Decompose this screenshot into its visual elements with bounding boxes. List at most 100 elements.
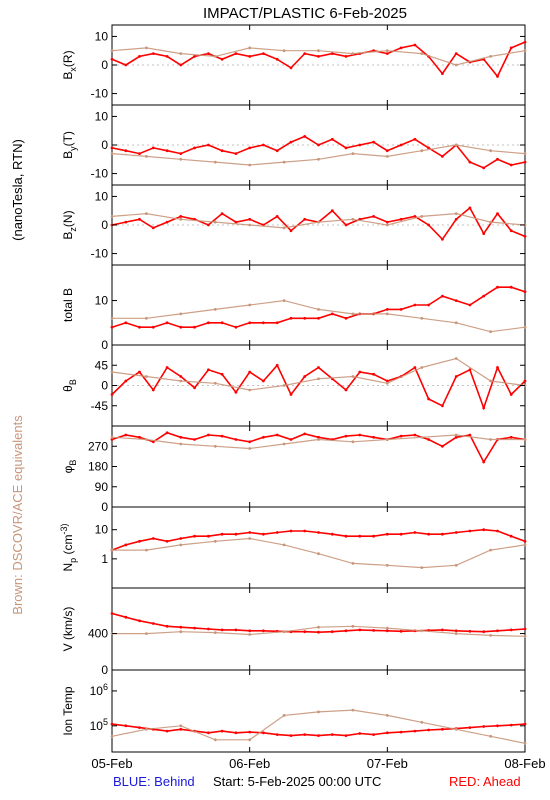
ahead-data-point — [441, 628, 444, 632]
ahead-data-point — [482, 630, 486, 634]
ahead-data-point — [441, 294, 444, 298]
ahead-data-point — [262, 379, 265, 383]
ace-data-point — [110, 215, 114, 218]
ahead-data-point — [399, 143, 403, 147]
ahead-data-point — [385, 149, 389, 153]
ace-data-point — [282, 543, 286, 547]
ahead-data-point — [454, 217, 458, 221]
y-axis-label: Np​ (cm-3)​ — [59, 523, 78, 571]
ahead-data-point — [151, 325, 155, 329]
ace-data-point — [145, 632, 148, 635]
ahead-data-point — [358, 628, 362, 632]
ace-data-point — [110, 734, 114, 738]
ahead-data-point — [413, 366, 417, 369]
panel-frame — [111, 506, 526, 589]
ahead-data-point — [207, 368, 210, 372]
y-axis-label-subscript: B — [68, 379, 78, 385]
ace-data-point — [351, 152, 355, 156]
ahead-data-point — [193, 146, 197, 150]
ahead-data-point — [399, 46, 403, 50]
ahead-data-point — [385, 379, 389, 383]
ahead-data-point — [344, 734, 348, 737]
ace-data-point — [213, 308, 217, 311]
x-tick-label: 07-Feb — [367, 756, 408, 771]
ahead-data-point — [330, 532, 334, 536]
y-tick-label-text: 10 — [90, 684, 104, 698]
ahead-data-point — [193, 325, 197, 329]
ahead-data-point — [482, 528, 486, 532]
y-tick-label-text: 45 — [95, 358, 109, 372]
ahead-data-point — [234, 532, 238, 536]
ace-data-point — [179, 217, 183, 221]
ace-data-point — [213, 444, 217, 448]
y-axis-label: φB​ — [61, 460, 78, 474]
y-tick-label-text: -10 — [91, 87, 109, 101]
ace-data-point — [454, 212, 458, 216]
ahead-data-point — [427, 223, 430, 227]
ahead-data-point — [179, 727, 183, 731]
ahead-data-point — [413, 729, 417, 733]
ace-data-point — [523, 152, 527, 156]
ahead-data-point — [303, 733, 307, 736]
ahead-data-point — [468, 303, 472, 307]
y-tick-label-text: 0 — [101, 58, 108, 72]
ahead-data-point — [262, 731, 265, 735]
ahead-data-point — [124, 220, 128, 224]
ahead-data-point — [289, 438, 293, 441]
ahead-data-point — [165, 321, 169, 325]
ahead-data-point — [317, 55, 320, 58]
ace-data-point — [523, 543, 527, 547]
ahead-data-point — [399, 532, 403, 536]
ahead-data-point — [110, 393, 114, 396]
ace-data-point — [213, 381, 217, 385]
y-tick-label-text: 0 — [101, 500, 108, 514]
y-tick-label: 0 — [101, 663, 108, 677]
ace-data-point — [317, 220, 320, 224]
ahead-data-point — [385, 731, 389, 735]
x-tick-label: 05-Feb — [91, 756, 132, 771]
y-tick-label-superscript: 5 — [103, 717, 108, 727]
ahead-data-point — [317, 316, 320, 320]
ahead-data-point — [165, 55, 169, 58]
ace-data-point — [213, 160, 217, 164]
ahead-data-point — [496, 529, 499, 533]
ace-data-point — [179, 52, 183, 55]
ace-data-point — [282, 630, 286, 634]
ahead-data-point — [220, 532, 224, 536]
ace-data-point — [282, 442, 286, 446]
ahead-data-point — [275, 149, 279, 153]
ahead-data-point — [523, 290, 527, 294]
ahead-data-point — [138, 55, 141, 58]
panel-stack: 100-10Bx​(R)100-10By​(T)100-10Bz​(N)100t… — [59, 24, 527, 753]
ahead-data-point — [179, 375, 183, 378]
y-tick-label-text: 0 — [101, 138, 108, 152]
y-tick-label: 1 — [101, 552, 108, 566]
ahead-data-point — [496, 212, 499, 216]
ahead-data-point — [138, 726, 141, 729]
ahead-data-point — [344, 388, 348, 392]
y-tick-label-superscript: 6 — [103, 682, 108, 692]
ahead-data-point — [220, 212, 224, 216]
y-tick-label: -10 — [91, 87, 109, 101]
y-tick-label-text: 90 — [95, 480, 109, 494]
ace-data-point — [489, 330, 492, 334]
ahead-data-point — [441, 237, 444, 241]
y-axis-label-text: φ — [61, 465, 75, 473]
ace-data-point — [282, 714, 286, 717]
ahead-data-point — [248, 321, 252, 325]
ahead-data-point — [509, 435, 513, 439]
ahead-data-point — [234, 390, 238, 394]
ahead-data-point — [330, 52, 334, 55]
ahead-data-point — [193, 626, 197, 630]
ahead-data-point — [372, 629, 375, 632]
y-tick-label: -10 — [91, 167, 109, 181]
ahead-data-point — [303, 432, 307, 436]
ahead-data-point — [496, 285, 499, 289]
ahead-data-point — [468, 160, 472, 164]
ace-data-point — [317, 308, 320, 311]
ahead-data-point — [151, 52, 155, 55]
ahead-data-point — [468, 529, 472, 533]
ahead-data-point — [317, 435, 320, 439]
y-tick-label-text: 0 — [101, 338, 108, 352]
y-tick-label-text: 10 — [95, 29, 109, 43]
